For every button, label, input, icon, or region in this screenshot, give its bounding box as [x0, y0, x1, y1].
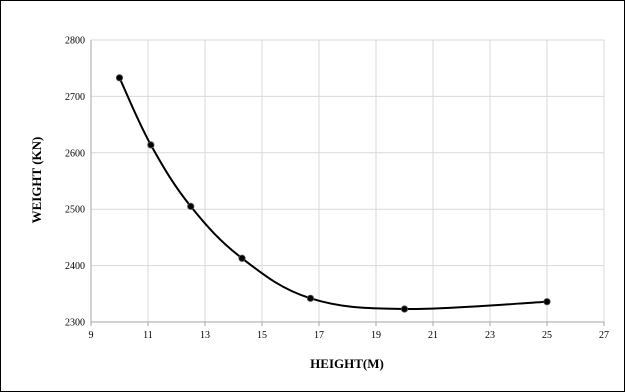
- y-tick-label: 2800: [65, 36, 85, 47]
- y-tick-label: 2400: [65, 261, 85, 272]
- x-tick-label: 13: [200, 330, 210, 341]
- x-tick-label: 11: [143, 330, 153, 341]
- y-tick-label: 2500: [65, 205, 85, 216]
- x-tick-label: 21: [428, 330, 438, 341]
- x-tick-labels: 9 11 13 15 17 19 21 23 25 27: [89, 330, 610, 341]
- x-axis-title: HEIGHT(M): [310, 356, 384, 371]
- x-tick-label: 15: [257, 330, 267, 341]
- x-tick-label: 27: [599, 330, 609, 341]
- data-point: [115, 74, 124, 82]
- data-point: [187, 202, 195, 210]
- x-tick-label: 9: [89, 330, 94, 341]
- y-axis-title: WEIGHT (KN): [29, 137, 44, 224]
- y-tick-label: 2700: [65, 92, 85, 103]
- y-tick-label: 2300: [65, 318, 85, 329]
- x-tick-label: 25: [542, 330, 552, 341]
- x-tick-label: 23: [485, 330, 495, 341]
- data-point: [543, 298, 551, 306]
- y-tick-label: 2600: [65, 148, 85, 159]
- x-tick-label: 19: [371, 330, 381, 341]
- data-point: [306, 294, 315, 302]
- data-point: [238, 254, 246, 262]
- series-group: [115, 74, 551, 313]
- data-point: [147, 141, 155, 149]
- y-tick-labels: 2300 2400 2500 2600 2700 2800: [65, 36, 85, 329]
- x-tick-label: 17: [314, 330, 324, 341]
- axes: [90, 40, 605, 326]
- gridlines: [91, 39, 605, 322]
- data-point: [400, 305, 409, 313]
- series-line: [118, 77, 548, 311]
